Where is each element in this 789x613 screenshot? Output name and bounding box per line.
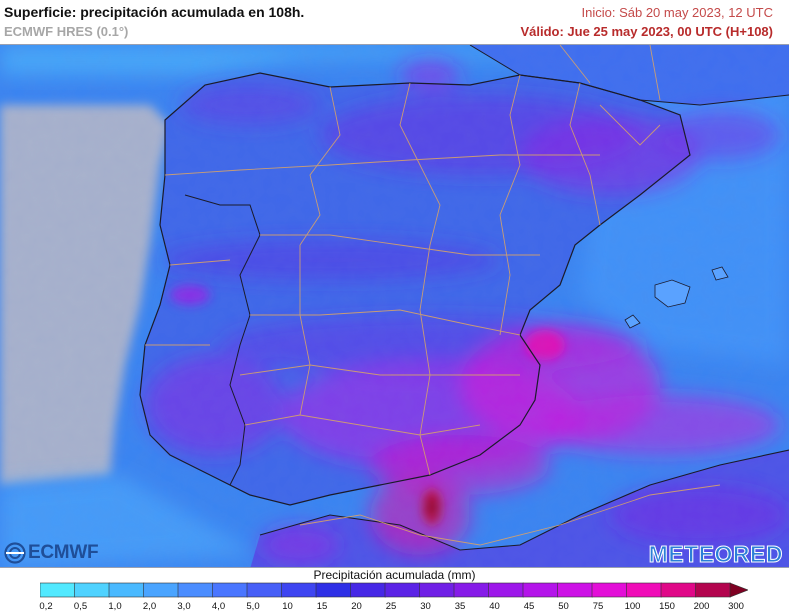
legend-swatch <box>453 582 490 598</box>
legend-tick-label: 150 <box>659 601 675 612</box>
legend-swatch <box>177 582 214 598</box>
legend-tick-label: 50 <box>558 601 569 612</box>
map-panel[interactable] <box>0 44 789 568</box>
legend-tick-labels: 0,2 0,5 1,0 2,0 3,0 4,0 5,0 10 15 20 25 30 35 40 45 50 7… <box>0 601 789 613</box>
coastline <box>139 72 691 506</box>
legend-swatch <box>246 582 283 598</box>
legend-tick-label: 30 <box>420 601 431 612</box>
legend-swatch <box>522 582 559 598</box>
legend-tick-label: 25 <box>385 601 397 612</box>
legend-swatch <box>591 582 628 598</box>
legend-tick-label: 10 <box>282 601 293 612</box>
legend-color-bar <box>40 582 748 598</box>
balearic-islands <box>624 266 729 329</box>
legend-swatch <box>695 582 731 598</box>
africa-coastline <box>259 449 789 551</box>
legend-tick-label: 40 <box>489 601 500 612</box>
legend-tick-label: 100 <box>624 601 641 612</box>
legend-tick-label: 4,0 <box>211 601 226 612</box>
legend-tick-label: 0,5 <box>73 601 88 612</box>
legend-swatch <box>350 582 386 598</box>
legend-swatch <box>488 582 524 598</box>
run-init-time: Inicio: Sáb 20 may 2023, 12 UTC <box>581 5 774 20</box>
legend-tick-label: 0,2 <box>39 601 53 612</box>
map-title: Superficie: precipitación acumulada en 1… <box>4 4 305 20</box>
ecmwf-logo: ECMWF <box>4 542 99 564</box>
ecmwf-circles-icon <box>4 542 26 564</box>
legend-title: Precipitación acumulada (mm) <box>313 568 476 582</box>
legend-swatch <box>419 582 455 598</box>
valid-time: Válido: Jue 25 may 2023, 00 UTC (H+108) <box>520 24 773 39</box>
legend-swatch <box>557 582 593 598</box>
legend-swatch <box>40 582 76 598</box>
legend-swatch <box>626 582 662 598</box>
legend-swatch <box>143 582 179 598</box>
legend-tick-label: 15 <box>316 601 328 612</box>
legend-tick-label: 5,0 <box>246 601 260 612</box>
legend-tick-label: 2,0 <box>142 601 157 612</box>
legend-swatch <box>384 582 421 598</box>
legend-swatch <box>74 582 110 598</box>
ecmwf-logo-text: ECMWF <box>28 542 99 563</box>
legend-tick-label: 45 <box>523 601 535 612</box>
legend-swatch <box>315 582 352 598</box>
legend-swatch <box>281 582 317 598</box>
legend-tick-label: 35 <box>454 601 466 612</box>
regional-borders <box>145 45 721 546</box>
legend-tick-label: 3,0 <box>177 601 191 612</box>
legend-swatch <box>108 582 145 598</box>
right-arrow-icon <box>729 582 748 598</box>
legend-swatch <box>212 582 248 598</box>
legend-tick-label: 300 <box>728 601 744 612</box>
legend-tick-label: 75 <box>592 601 604 612</box>
legend-swatch <box>660 582 697 598</box>
model-name: ECMWF HRES (0.1°) <box>4 24 129 39</box>
legend-tick-label: 1,0 <box>108 601 122 612</box>
legend-tick-label: 20 <box>351 601 362 612</box>
terrain-texture <box>0 45 789 567</box>
france-coastline <box>469 45 789 106</box>
precipitation-map[interactable] <box>0 45 789 568</box>
meteored-logo: METEORED <box>648 541 783 568</box>
legend-tick-label: 200 <box>693 601 710 612</box>
header: Superficie: precipitación acumulada en 1… <box>0 0 789 44</box>
